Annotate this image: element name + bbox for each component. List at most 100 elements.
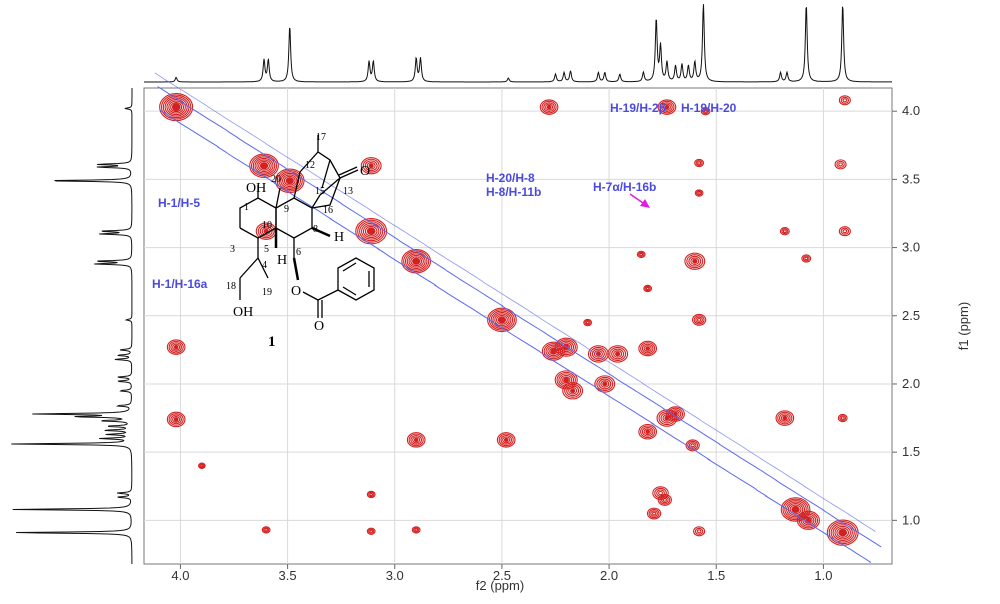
atom-4: 4 [262, 260, 267, 271]
diagonal-peak [274, 168, 305, 193]
atom-9: 9 [284, 204, 289, 215]
cross-peak [360, 157, 382, 175]
diagonal-peak [159, 93, 194, 122]
atom-10: 10 [262, 220, 272, 231]
atom-1: 1 [244, 202, 249, 213]
cross-peak [366, 490, 376, 499]
diagonal-peak [355, 218, 388, 245]
y-axis-title: f1 (ppm) [956, 302, 971, 350]
y-tick-label: 2.5 [902, 308, 920, 323]
cross-peak [198, 462, 206, 470]
atom-3: 3 [230, 244, 235, 255]
atom-o-carbonyl: O [314, 319, 324, 334]
benzene-ring [337, 257, 375, 301]
chemical-structure [239, 135, 375, 318]
atom-h-5: H [277, 253, 287, 268]
atom-8: 8 [313, 224, 318, 235]
y-tick-label: 1.5 [902, 444, 920, 459]
cross-peak [166, 339, 186, 355]
x-axis-ticks: 4.0 3.5 3.0 2.5 2.0 1.5 1.0 [171, 564, 832, 583]
diagonal-peak [594, 375, 616, 393]
compound-label: 1 [268, 334, 276, 350]
x-tick-label: 1.5 [707, 568, 725, 583]
diagonal-peak [607, 345, 629, 363]
atom-15: 15 [315, 186, 325, 197]
diagonal-peak [562, 382, 584, 400]
cross-peak [636, 250, 646, 259]
x-tick-label: 4.0 [171, 568, 189, 583]
y-tick-label: 2.0 [902, 376, 920, 391]
negative-contour-lower [159, 109, 872, 563]
y-axis-ticks: 1.0 1.5 2.0 2.5 3.0 3.5 4.0 [892, 103, 920, 527]
top-proton-projection [144, 4, 892, 83]
cross-peak [261, 526, 271, 534]
cross-peak [657, 493, 672, 506]
atom-18: 18 [226, 281, 236, 292]
atom-o-ester: O [291, 284, 301, 299]
x-tick-label: 3.0 [386, 568, 404, 583]
atom-oh-1: OH [246, 181, 266, 196]
atom-h-8: H [334, 230, 344, 245]
x-tick-label: 1.0 [814, 568, 832, 583]
atom-13: 13 [343, 186, 353, 197]
cross-peak [694, 189, 704, 197]
negative-contour-upper [157, 86, 882, 548]
y-tick-label: 3.0 [902, 240, 920, 255]
cross-peak [694, 158, 705, 168]
cross-peak [411, 526, 421, 534]
atom-19: 19 [262, 287, 272, 298]
contour-peaks [159, 93, 859, 546]
y-tick-label: 4.0 [902, 103, 920, 118]
negative-contours [154, 72, 882, 563]
annotation-h19-h20: H-19/H-20 [681, 101, 737, 115]
cross-peak [837, 413, 848, 423]
cross-peak [657, 99, 677, 115]
atom-16: 16 [323, 205, 333, 216]
atom-20: 20 [271, 174, 281, 185]
left-proton-trace [11, 88, 133, 564]
cross-peak [166, 411, 186, 428]
diagonal-peak [249, 153, 279, 178]
diagonal-peak [796, 510, 820, 530]
cross-peak [496, 432, 516, 448]
atom-5: 5 [264, 244, 269, 255]
y-tick-label: 3.5 [902, 171, 920, 186]
y-tick-label: 1.0 [902, 512, 920, 527]
cross-peak [779, 227, 790, 236]
atom-o-ketone: O [360, 164, 370, 179]
methyl-20-bond [275, 187, 281, 209]
x-tick-label: 2.5 [493, 568, 511, 583]
x-axis-title: f2 (ppm) [476, 578, 524, 593]
cross-peak [646, 507, 662, 520]
left-proton-projection [11, 88, 133, 564]
negative-contour-outer [154, 72, 876, 532]
x-tick-label: 3.5 [279, 568, 297, 583]
cross-peak [366, 527, 376, 535]
atom-17: 17 [316, 132, 326, 143]
diagonal-peak [638, 423, 658, 440]
annotation-h8-h11b: H-8/H-11b [486, 185, 541, 199]
cross-peak [684, 252, 706, 270]
cross-peak [583, 318, 593, 327]
cross-peak [838, 226, 851, 237]
cross-peak [838, 95, 851, 106]
annotation-h19-h2b: H-19/H-2β [610, 101, 666, 115]
cross-peak [539, 99, 559, 115]
atom-oh-18: OH [233, 305, 253, 320]
x-tick-label: 2.0 [600, 568, 618, 583]
cross-peak [638, 340, 658, 357]
cross-peak [700, 107, 711, 116]
cross-peak [691, 313, 707, 326]
magenta-arrow [629, 193, 650, 208]
cross-peak [801, 254, 812, 263]
annotation-h7a-h16b: H-7α/H-16b [593, 180, 656, 194]
atom-12: 12 [305, 160, 315, 171]
structure-labels: OH 20 1 10 9 17 12 13 O 15 16 8 H 3 5 6 … [226, 132, 370, 350]
annotation-h20-h8: H-20/H-8 [486, 171, 535, 185]
ring-c-bridge [311, 177, 341, 209]
annotation-h1-h5: H-1/H-5 [158, 196, 200, 210]
cross-peak [834, 159, 847, 170]
annotation-h1-h16a: H-1/H-16a [152, 277, 208, 291]
top-proton-trace [144, 4, 892, 83]
